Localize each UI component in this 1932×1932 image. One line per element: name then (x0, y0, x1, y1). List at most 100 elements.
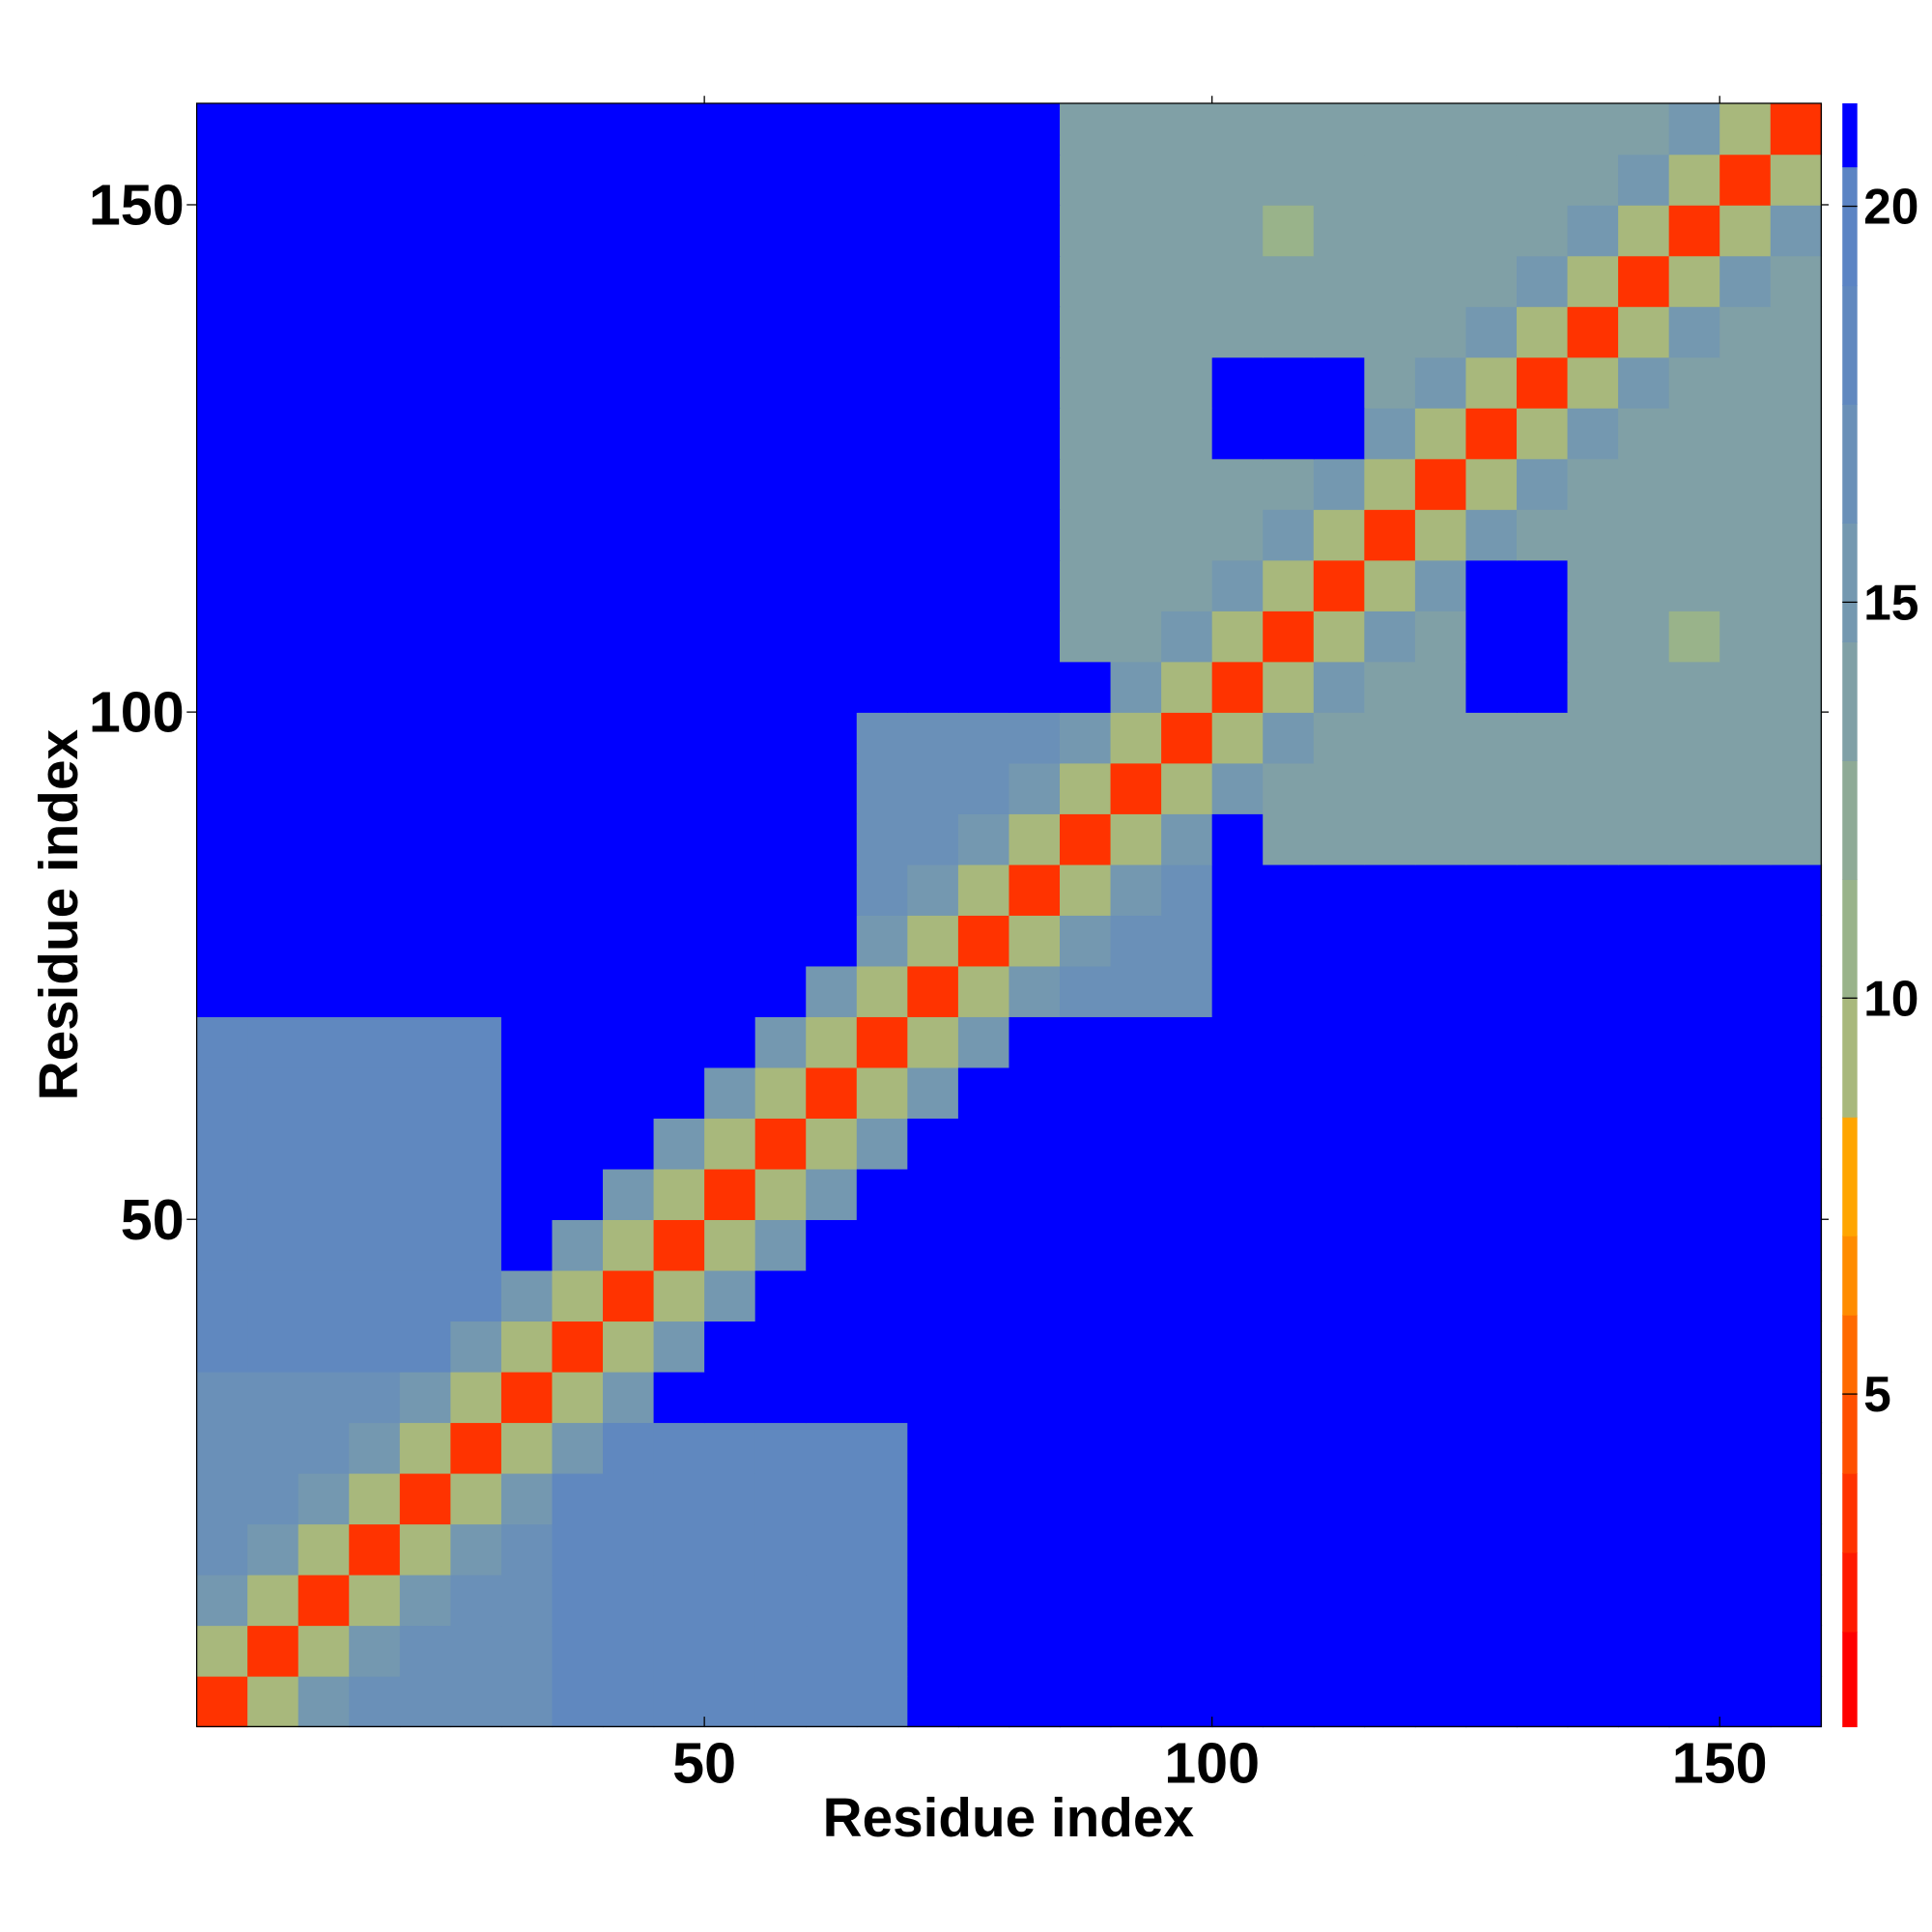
heatmap-cell (1770, 356, 1823, 409)
heatmap-cell (806, 1625, 858, 1677)
heatmap-cell (907, 965, 959, 1017)
heatmap-cell (603, 965, 655, 1017)
heatmap-cell (1060, 1168, 1112, 1221)
heatmap-cell (704, 1574, 756, 1627)
heatmap-cell (603, 255, 655, 307)
heatmap-cell (349, 864, 401, 916)
heatmap-cell (1313, 1523, 1366, 1576)
heatmap-cell (1770, 915, 1823, 967)
heatmap-cell (1516, 559, 1569, 611)
heatmap-cell (1567, 1625, 1619, 1677)
heatmap-cell (907, 154, 959, 206)
heatmap-cell (1364, 1422, 1416, 1474)
heatmap-cell (1009, 1219, 1061, 1271)
heatmap-cell (247, 1675, 299, 1728)
heatmap-cell (1364, 1574, 1416, 1627)
heatmap-cell (1668, 1574, 1720, 1627)
heatmap-cell (1263, 306, 1315, 358)
heatmap-cell (1110, 915, 1162, 967)
heatmap-cell (1668, 864, 1720, 916)
heatmap-cell (856, 965, 909, 1017)
heatmap-cell (1364, 356, 1416, 409)
colorbar-tick-label: 5 (1863, 1366, 1891, 1422)
heatmap-cell (552, 1574, 604, 1627)
heatmap-cell (552, 915, 604, 967)
heatmap-cell (1060, 661, 1112, 713)
heatmap-cell (806, 356, 858, 409)
heatmap-cell (1211, 1523, 1264, 1576)
heatmap-cell (1465, 458, 1518, 510)
heatmap-cell (500, 458, 554, 510)
heatmap-cell (1364, 915, 1416, 967)
heatmap-cell (399, 1523, 452, 1576)
heatmap-cell (704, 1422, 756, 1474)
heatmap-cell (552, 1168, 604, 1221)
heatmap-cell (1719, 1066, 1772, 1119)
heatmap-cell (399, 204, 452, 257)
colorbar-level (1842, 1315, 1858, 1395)
heatmap-cell (1263, 1168, 1315, 1221)
heatmap-cell (1009, 204, 1061, 257)
heatmap-cell (500, 712, 554, 764)
heatmap-cell (247, 458, 299, 510)
heatmap-cell (1364, 1675, 1416, 1728)
heatmap-cell (247, 1574, 299, 1627)
heatmap-cell (500, 915, 554, 967)
heatmap-cell (298, 255, 351, 307)
heatmap-cell (754, 559, 808, 611)
heatmap-cell (1719, 1371, 1772, 1424)
heatmap-cell (1770, 1574, 1823, 1627)
heatmap-cell (1770, 306, 1823, 358)
heatmap-cell (349, 1016, 401, 1068)
heatmap-cell (856, 762, 909, 814)
heatmap-cell (349, 661, 401, 713)
heatmap-cell (1009, 356, 1061, 409)
heatmap-cell (653, 1422, 705, 1474)
heatmap-cell (1313, 762, 1366, 814)
heatmap-cell (1618, 611, 1670, 663)
heatmap-cell (399, 1625, 452, 1677)
heatmap-cell (196, 1371, 248, 1424)
heatmap-cell (754, 1422, 808, 1474)
heatmap-cell (704, 1269, 756, 1322)
colorbar-level (1842, 1632, 1858, 1728)
heatmap-cell (754, 965, 808, 1017)
heatmap-cell (1719, 1168, 1772, 1221)
heatmap-cell (754, 509, 808, 561)
heatmap-cell (957, 813, 1010, 866)
heatmap-cell (1110, 1321, 1162, 1373)
heatmap-cell (856, 1269, 909, 1322)
heatmap-cell (1060, 611, 1112, 663)
heatmap-cell (196, 1066, 248, 1119)
heatmap-cell (754, 102, 808, 156)
heatmap-cell (1211, 356, 1264, 409)
heatmap-cell (552, 458, 604, 510)
heatmap-cell (196, 965, 248, 1017)
colorbar-tick-label: 15 (1863, 574, 1918, 630)
heatmap-cell (1211, 1675, 1264, 1728)
heatmap-cell (704, 1675, 756, 1728)
heatmap-cell (349, 204, 401, 257)
heatmap-cell (1364, 204, 1416, 257)
heatmap-cell (1263, 965, 1315, 1017)
heatmap-cell (1516, 356, 1569, 409)
heatmap-cell (349, 762, 401, 814)
heatmap-cell (1465, 1168, 1518, 1221)
colorbar-level (1842, 285, 1858, 406)
heatmap-cell (1211, 965, 1264, 1017)
heatmap-cell (1414, 102, 1467, 156)
heatmap-cell (806, 1321, 858, 1373)
heatmap-cell (1211, 204, 1264, 257)
heatmap-cell (1211, 864, 1264, 916)
heatmap-cell (856, 1321, 909, 1373)
heatmap-cell (1009, 1168, 1061, 1221)
heatmap-cell (196, 559, 248, 611)
heatmap-cell (1567, 864, 1619, 916)
heatmap-cell (1567, 712, 1619, 764)
heatmap-cell (500, 1118, 554, 1170)
heatmap (196, 102, 1823, 1728)
heatmap-cell (1313, 255, 1366, 307)
heatmap-cell (856, 1625, 909, 1677)
heatmap-cell (1668, 1168, 1720, 1221)
heatmap-cell (653, 1016, 705, 1068)
